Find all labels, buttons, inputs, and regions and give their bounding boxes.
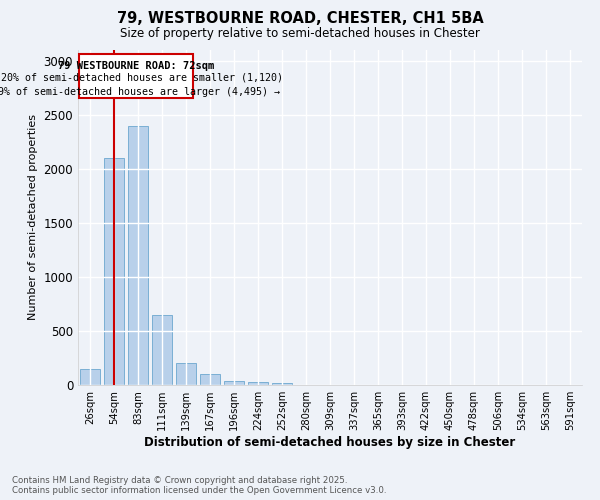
Text: 79, WESTBOURNE ROAD, CHESTER, CH1 5BA: 79, WESTBOURNE ROAD, CHESTER, CH1 5BA <box>116 11 484 26</box>
Bar <box>272 384 292 385</box>
Bar <box>79 54 193 98</box>
Bar <box>152 315 172 385</box>
Text: 79 WESTBOURNE ROAD: 72sqm: 79 WESTBOURNE ROAD: 72sqm <box>58 61 214 71</box>
X-axis label: Distribution of semi-detached houses by size in Chester: Distribution of semi-detached houses by … <box>145 436 515 449</box>
Y-axis label: Number of semi-detached properties: Number of semi-detached properties <box>28 114 38 320</box>
Bar <box>80 369 100 385</box>
Text: Contains HM Land Registry data © Crown copyright and database right 2025.
Contai: Contains HM Land Registry data © Crown c… <box>12 476 386 495</box>
Bar <box>224 380 244 385</box>
Bar <box>200 374 220 385</box>
Text: Size of property relative to semi-detached houses in Chester: Size of property relative to semi-detach… <box>120 28 480 40</box>
Bar <box>176 364 196 385</box>
Bar <box>128 126 148 385</box>
Bar <box>104 158 124 385</box>
Text: ← 20% of semi-detached houses are smaller (1,120): ← 20% of semi-detached houses are smalle… <box>0 72 283 82</box>
Text: 79% of semi-detached houses are larger (4,495) →: 79% of semi-detached houses are larger (… <box>0 86 280 97</box>
Bar <box>248 382 268 385</box>
